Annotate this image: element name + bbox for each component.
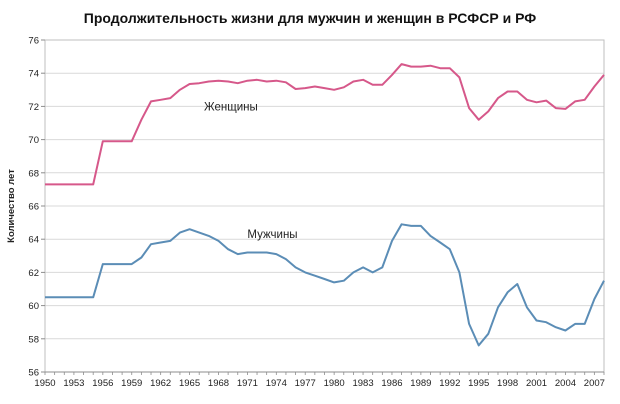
- y-tick-label: 66: [28, 202, 39, 213]
- y-tick-label: 74: [28, 69, 39, 80]
- x-tick-label: 1992: [439, 378, 460, 389]
- x-tick-label: 1995: [468, 378, 489, 389]
- x-tick-label: 2007: [584, 378, 605, 389]
- y-tick-label: 64: [28, 235, 39, 246]
- y-tick-label: 72: [28, 102, 39, 113]
- x-tick-label: 1986: [381, 378, 402, 389]
- x-tick-label: 1971: [237, 378, 258, 389]
- x-tick-label: 2001: [526, 378, 547, 389]
- gridlines: [45, 72, 604, 340]
- x-tick-label: 1968: [208, 378, 229, 389]
- axes: [41, 39, 605, 375]
- series-line-women: [45, 63, 605, 186]
- x-tick-label: 1965: [179, 378, 200, 389]
- x-tick-label: 1974: [266, 378, 287, 389]
- series-lines: [45, 63, 605, 347]
- tick-labels: 56 58 60 62 64 66 68 70 72 74 76 1950 1953 1956 1959 19…: [28, 36, 605, 390]
- series-label-men: Мужчины: [247, 229, 297, 241]
- x-tick-label: 1998: [497, 378, 518, 389]
- y-tick-label: 56: [28, 368, 39, 379]
- y-tick-label: 60: [28, 301, 39, 312]
- y-tick-label: 58: [28, 334, 39, 345]
- x-tick-label: 2004: [555, 378, 576, 389]
- x-tick-label: 1956: [92, 378, 113, 389]
- x-tick-label: 1953: [63, 378, 84, 389]
- x-tick-label: 1977: [295, 378, 316, 389]
- y-axis-label: Количество лет: [6, 169, 17, 243]
- y-tick-label: 76: [28, 36, 39, 47]
- x-tick-label: 1950: [34, 378, 55, 389]
- x-tick-label: 1983: [352, 378, 373, 389]
- y-tick-label: 70: [28, 135, 39, 146]
- x-tick-label: 1980: [324, 378, 345, 389]
- y-tick-label: 68: [28, 168, 39, 179]
- x-tick-label: 1989: [410, 378, 431, 389]
- chart-title: Продолжительность жизни для мужчин и жен…: [83, 10, 537, 26]
- series-label-women: Женщины: [204, 101, 258, 113]
- x-tick-label: 1962: [150, 378, 171, 389]
- x-tick-label: 1959: [121, 378, 142, 389]
- series-line-men: [45, 223, 605, 347]
- y-tick-label: 62: [28, 268, 39, 279]
